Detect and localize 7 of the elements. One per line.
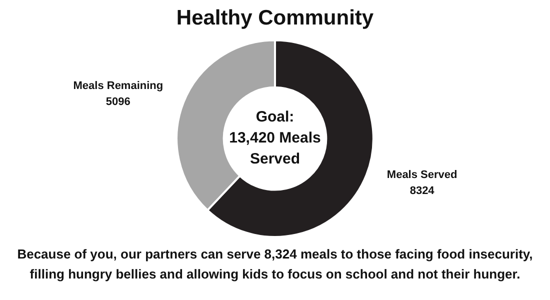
text: Goal: 13,420 Meals Served: [229, 108, 321, 168]
text: Because of you, our partners can serve 8,324 meals to those facing food insecurity, filling hungry bellies and allowing kids to focus on school and not their hunger.: [17, 246, 533, 282]
slice-label: Meals Remaining: [73, 80, 164, 92]
chart-title: Healthy Community: [176, 6, 374, 30]
slice-label: Meals Served: [386, 169, 458, 182]
data-label: 5096: [106, 96, 130, 108]
data-label: 8324: [410, 185, 436, 198]
